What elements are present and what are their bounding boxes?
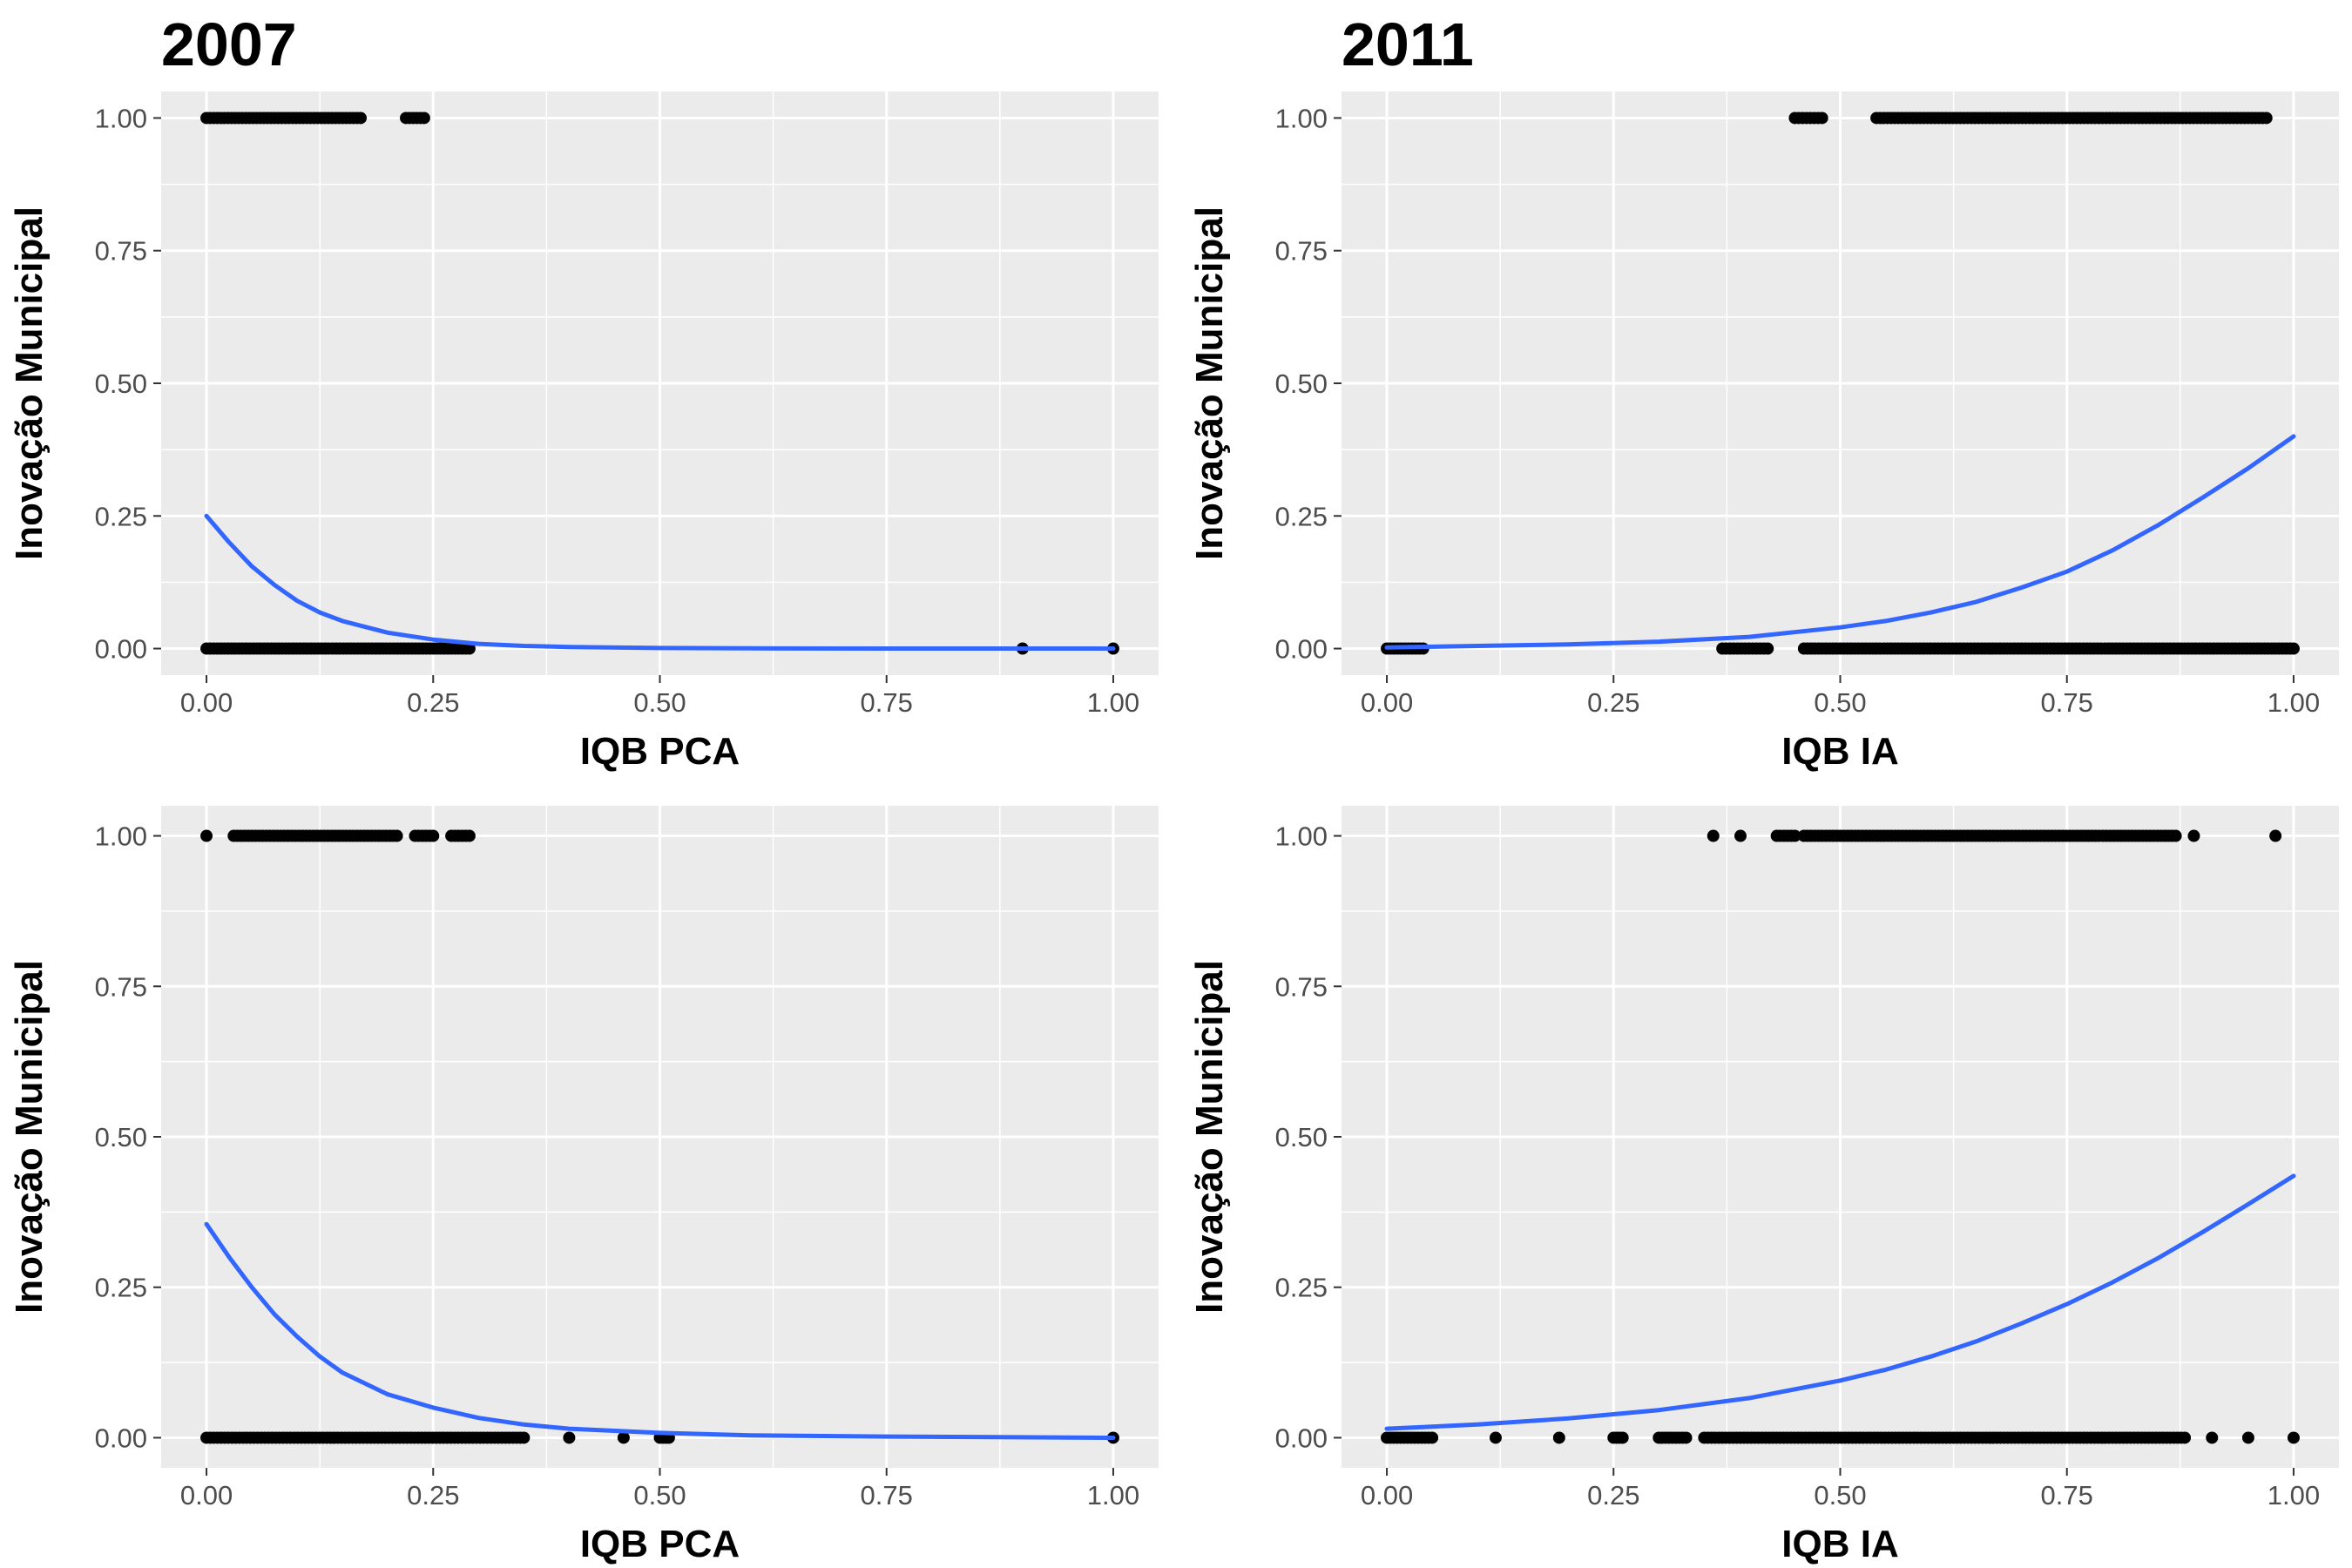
data-point-y1	[200, 829, 213, 842]
data-point-y1	[1707, 829, 1720, 842]
data-point-y0	[2241, 1431, 2254, 1444]
x-tick-label: 0.50	[1814, 687, 1866, 718]
chart-panel-3: 0.00 0.25 0.50 0.75 1.00 0.00 0.25 0.50 0.75 1.00…	[8, 806, 1159, 1565]
x-axis-label: IQB IA	[1781, 1523, 1898, 1565]
x-axis-label: IQB PCA	[580, 1523, 740, 1565]
data-point-y0	[2287, 1431, 2300, 1444]
y-tick-label: 0.50	[95, 368, 147, 399]
y-tick-label: 0.00	[95, 634, 147, 665]
x-tick-label: 1.00	[2268, 687, 2320, 718]
y-tick-label: 0.75	[95, 236, 147, 267]
x-tick-label: 0.00	[1361, 687, 1413, 718]
x-tick-label: 1.00	[2268, 1480, 2320, 1511]
y-tick-label: 0.75	[95, 971, 147, 1002]
x-axis-label: IQB PCA	[580, 730, 740, 773]
data-point-y0	[1489, 1431, 1502, 1444]
y-tick-label: 1.00	[95, 821, 147, 852]
x-tick-label: 0.25	[1587, 1480, 1639, 1511]
y-tick-label: 1.00	[1275, 821, 1328, 852]
data-point-y0	[1616, 1431, 1629, 1444]
x-tick-label: 0.25	[407, 1480, 459, 1511]
y-tick-label: 1.00	[1275, 103, 1328, 133]
y-tick-label: 0.25	[1275, 1273, 1328, 1303]
data-point-y1	[2187, 829, 2200, 842]
data-point-y0	[1426, 1431, 1439, 1444]
data-point-y1	[2269, 829, 2282, 842]
y-tick-label: 1.00	[95, 103, 147, 133]
chart-panels: 0.00 0.25 0.50 0.75 1.00 0.00 0.25 0.50 0.75 1.00…	[8, 91, 2339, 1565]
data-point-y0	[617, 1431, 630, 1444]
y-tick-label: 0.50	[1275, 368, 1328, 399]
y-tick-label: 0.75	[1275, 971, 1328, 1002]
x-tick-label: 0.75	[861, 1480, 913, 1511]
data-point-y0	[517, 1431, 531, 1444]
data-point-y1	[2169, 829, 2182, 842]
data-point-y1	[2260, 112, 2273, 125]
y-tick-label: 0.50	[1275, 1122, 1328, 1152]
y-axis-label: Inovação Municipal	[1188, 206, 1231, 560]
y-axis-label: Inovação Municipal	[8, 206, 51, 560]
fit-curve	[1384, 434, 2296, 650]
data-point-y1	[1815, 112, 1828, 125]
y-tick-label: 0.00	[95, 1423, 147, 1453]
data-point-y1	[463, 829, 476, 842]
data-point-y0	[2287, 642, 2300, 655]
y-axis-label: Inovação Municipal	[1188, 960, 1231, 1314]
data-point-y0	[463, 642, 476, 655]
x-tick-label: 0.75	[2041, 687, 2093, 718]
y-tick-label: 0.25	[95, 501, 147, 531]
data-point-y1	[355, 112, 367, 125]
y-tick-label: 0.00	[1275, 634, 1328, 665]
x-tick-label: 0.50	[633, 1480, 686, 1511]
chart-panel-4: 0.00 0.25 0.50 0.75 1.00 0.00 0.25 0.50 0.75 1.00…	[1188, 806, 2339, 1565]
x-tick-label: 0.75	[2041, 1480, 2093, 1511]
x-tick-label: 0.50	[1814, 1480, 1866, 1511]
fit-curve	[204, 513, 1116, 651]
x-tick-label: 1.00	[1087, 687, 1139, 718]
y-tick-label: 0.50	[95, 1122, 147, 1152]
data-point-y1	[390, 829, 403, 842]
data-point-y0	[1552, 1431, 1565, 1444]
y-tick-label: 0.75	[1275, 236, 1328, 267]
x-tick-label: 0.75	[861, 687, 913, 718]
x-tick-label: 0.00	[1361, 1480, 1413, 1511]
column-title-2011: 2011	[1342, 10, 1474, 78]
x-tick-label: 0.00	[180, 687, 233, 718]
data-point-y1	[1734, 829, 1747, 842]
chart-panel-2: 0.00 0.25 0.50 0.75 1.00 0.00 0.25 0.50 0.75 1.00…	[1188, 91, 2339, 773]
chart-panel-1: 0.00 0.25 0.50 0.75 1.00 0.00 0.25 0.50 0.75 1.00…	[8, 91, 1159, 773]
x-axis-label: IQB IA	[1781, 730, 1898, 773]
column-title-2007: 2007	[161, 10, 297, 78]
y-tick-label: 0.00	[1275, 1423, 1328, 1453]
data-point-y0	[2206, 1431, 2219, 1444]
x-tick-label: 0.50	[633, 687, 686, 718]
y-tick-label: 0.25	[1275, 501, 1328, 531]
data-point-y0	[1680, 1431, 1693, 1444]
data-point-y0	[563, 1431, 576, 1444]
x-tick-label: 1.00	[1087, 1480, 1139, 1511]
x-tick-label: 0.25	[407, 687, 459, 718]
x-tick-label: 0.00	[180, 1480, 233, 1511]
fit-curve	[204, 1221, 1116, 1440]
data-point-y1	[1788, 829, 1801, 842]
data-point-y0	[1761, 642, 1774, 655]
data-point-y1	[427, 829, 440, 842]
fit-curve	[1384, 1173, 2296, 1431]
data-point-y1	[417, 112, 430, 125]
x-tick-label: 0.25	[1587, 687, 1639, 718]
y-axis-label: Inovação Municipal	[8, 960, 51, 1314]
y-tick-label: 0.25	[95, 1273, 147, 1303]
data-point-y0	[2179, 1431, 2192, 1444]
